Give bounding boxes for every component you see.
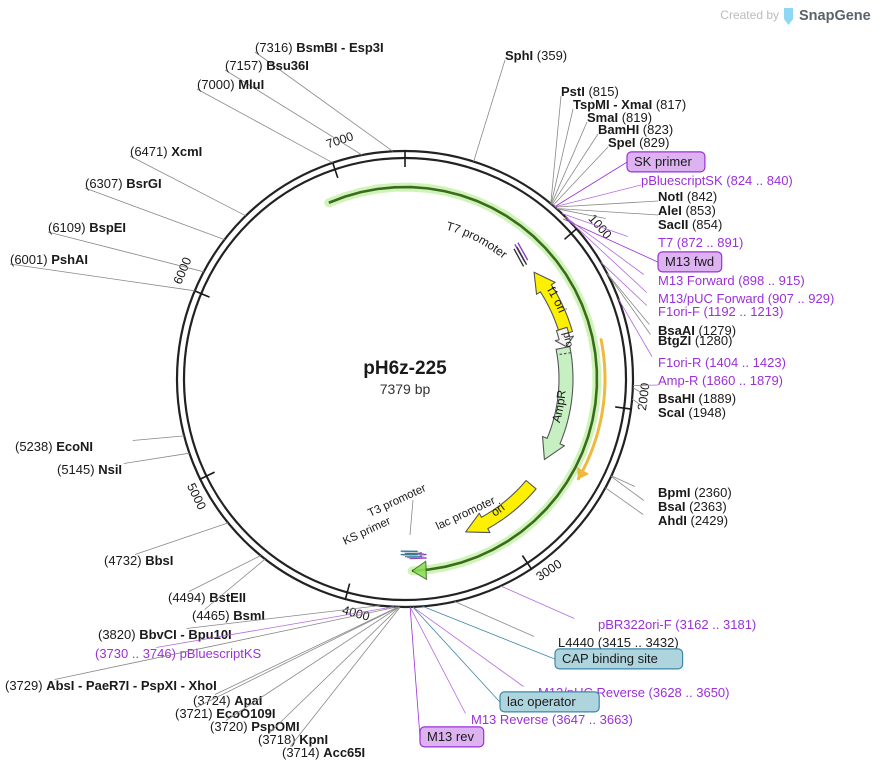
svg-text:CAP binding site: CAP binding site: [562, 651, 658, 666]
svg-text:M13 Forward (898 .. 915): M13 Forward (898 .. 915): [658, 273, 805, 288]
svg-text:5000: 5000: [184, 481, 209, 512]
svg-text:Amp-R (1860 .. 1879): Amp-R (1860 .. 1879): [658, 373, 783, 388]
svg-text:BsaI (2363): BsaI (2363): [658, 499, 727, 514]
svg-text:(3820) BbvCI - Bpu10I: (3820) BbvCI - Bpu10I: [98, 627, 232, 642]
svg-text:ScaI (1948): ScaI (1948): [658, 405, 726, 420]
svg-text:KS primer: KS primer: [341, 515, 393, 548]
svg-text:2000: 2000: [635, 382, 653, 411]
svg-text:pBluescriptSK (824 .. 840): pBluescriptSK (824 .. 840): [641, 173, 793, 188]
svg-text:T7 (872 .. 891): T7 (872 .. 891): [658, 235, 743, 250]
svg-text:(6109) BspEI: (6109) BspEI: [48, 220, 126, 235]
svg-text:6000: 6000: [171, 255, 195, 286]
svg-text:T3 promoter: T3 promoter: [366, 482, 428, 519]
svg-text:(4732) BbsI: (4732) BbsI: [104, 553, 173, 568]
svg-text:(6471) XcmI: (6471) XcmI: [130, 144, 202, 159]
svg-text:SpeI (829): SpeI (829): [608, 135, 669, 150]
svg-text:SphI (359): SphI (359): [505, 48, 567, 63]
svg-text:pBR322ori-F (3162 .. 3181): pBR322ori-F (3162 .. 3181): [598, 617, 756, 632]
svg-text:(7316) BsmBI - Esp3I: (7316) BsmBI - Esp3I: [255, 40, 384, 55]
svg-text:L4440 (3415 .. 3432): L4440 (3415 .. 3432): [558, 635, 679, 650]
svg-text:AleI (853): AleI (853): [658, 203, 716, 218]
svg-text:SnapGene: SnapGene: [799, 8, 871, 24]
svg-text:NotI (842): NotI (842): [658, 189, 717, 204]
svg-text:M13 rev: M13 rev: [427, 729, 474, 744]
svg-text:(5238) EcoNI: (5238) EcoNI: [15, 439, 93, 454]
svg-text:F1ori-F (1192 .. 1213): F1ori-F (1192 .. 1213): [658, 304, 783, 319]
svg-text:AhdI (2429): AhdI (2429): [658, 513, 728, 528]
svg-text:T7 promoter: T7 promoter: [445, 219, 510, 262]
svg-text:BtgZI (1280): BtgZI (1280): [658, 333, 732, 348]
svg-text:3000: 3000: [534, 557, 565, 584]
svg-text:(6001) PshAI: (6001) PshAI: [10, 252, 88, 267]
svg-text:F1ori-R (1404 .. 1423): F1ori-R (1404 .. 1423): [658, 355, 786, 370]
svg-text:Created by: Created by: [720, 8, 779, 22]
svg-text:(4494) BstEII: (4494) BstEII: [168, 590, 246, 605]
svg-text:M13 Reverse (3647 .. 3663): M13 Reverse (3647 .. 3663): [471, 712, 633, 727]
svg-text:SacII (854): SacII (854): [658, 217, 722, 232]
svg-text:pH6z-225: pH6z-225: [363, 358, 447, 379]
svg-text:(6307) BsrGI: (6307) BsrGI: [85, 176, 162, 191]
svg-text:BpmI (2360): BpmI (2360): [658, 485, 732, 500]
svg-text:(7000) MluI: (7000) MluI: [197, 77, 264, 92]
svg-text:(7157) Bsu36I: (7157) Bsu36I: [225, 58, 309, 73]
svg-text:(3729) AbsI - PaeR7I - Psp: (3729) AbsI - PaeR7I - PspXI - XhoI: [5, 678, 217, 693]
svg-text:M13 fwd: M13 fwd: [665, 254, 714, 269]
svg-text:(3714) Acc65I: (3714) Acc65I: [282, 745, 365, 760]
svg-text:lac operator: lac operator: [507, 694, 576, 709]
svg-text:(5145) NsiI: (5145) NsiI: [57, 462, 122, 477]
svg-text:SK primer: SK primer: [634, 154, 692, 169]
svg-text:BsaHI (1889): BsaHI (1889): [658, 391, 736, 406]
svg-text:7379 bp: 7379 bp: [380, 381, 431, 397]
